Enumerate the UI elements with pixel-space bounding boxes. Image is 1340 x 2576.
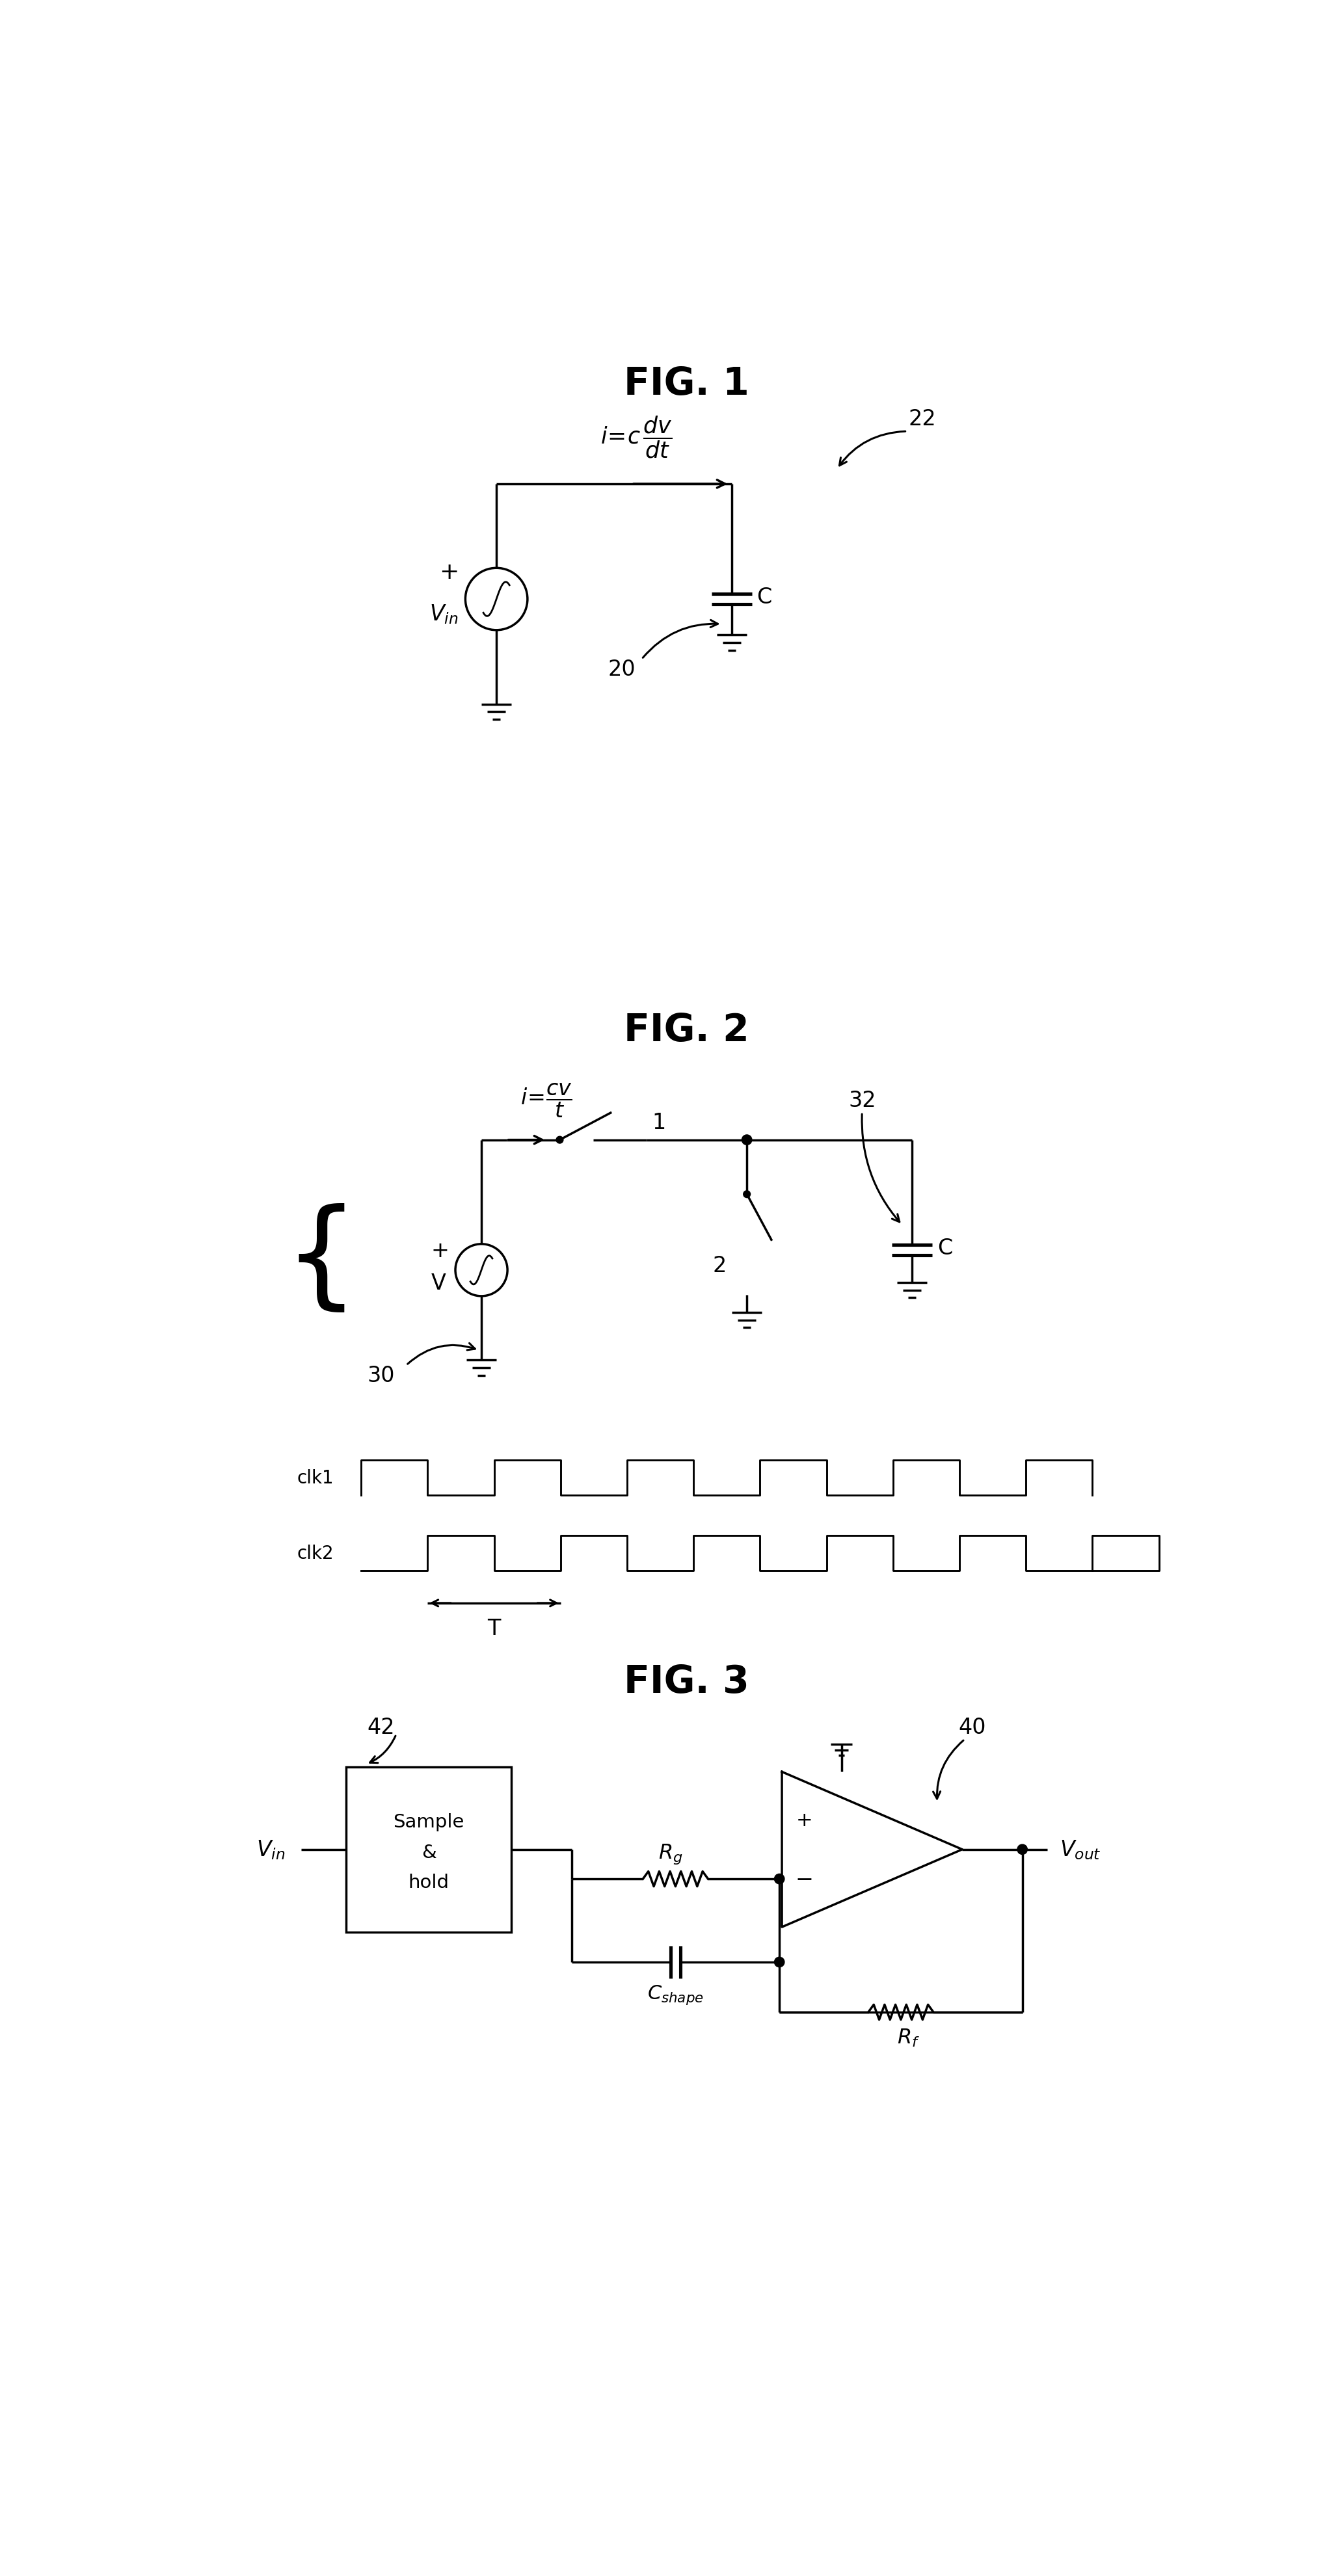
Text: +: + [431,1239,449,1262]
Bar [346,1767,512,1932]
Text: $i\!=\!c\,\dfrac{dv}{dt}$: $i\!=\!c\,\dfrac{dv}{dt}$ [600,415,673,459]
Text: Sample: Sample [393,1814,465,1832]
Text: $C_{shape}$: $C_{shape}$ [647,1984,704,2007]
Text: 20: 20 [608,659,635,680]
Text: +: + [796,1811,813,1829]
Text: FIG. 3: FIG. 3 [624,1664,749,1700]
Text: 40: 40 [958,1716,986,1739]
Text: +: + [440,562,458,582]
Text: $R_g$: $R_g$ [658,1842,682,1865]
Text: clk1: clk1 [296,1468,334,1486]
Text: $R_f$: $R_f$ [896,2027,919,2048]
Text: 30: 30 [367,1365,395,1386]
Text: C: C [937,1236,953,1260]
Text: {: { [284,1203,359,1316]
Circle shape [775,1875,784,1883]
Text: $V_{in}$: $V_{in}$ [256,1839,285,1860]
Text: 42: 42 [367,1716,395,1739]
Text: −: − [796,1868,813,1891]
Text: $i\!=\!\dfrac{cv}{t}$: $i\!=\!\dfrac{cv}{t}$ [520,1082,572,1118]
Text: 2: 2 [713,1255,726,1275]
Text: FIG. 2: FIG. 2 [624,1012,749,1048]
Text: V: V [431,1273,446,1293]
Circle shape [1017,1844,1028,1855]
Text: clk2: clk2 [296,1543,334,1561]
Circle shape [775,1958,784,1968]
Circle shape [742,1136,752,1146]
Text: T: T [488,1618,501,1638]
Text: &: & [421,1842,437,1862]
Text: 22: 22 [909,410,937,430]
Text: $V_{out}$: $V_{out}$ [1060,1839,1101,1860]
Text: C: C [757,587,772,608]
Circle shape [556,1136,563,1144]
Text: $V_{in}$: $V_{in}$ [429,603,458,626]
Circle shape [744,1190,750,1198]
Text: 1: 1 [653,1113,666,1133]
Text: hold: hold [409,1873,449,1891]
Text: 32: 32 [848,1090,876,1110]
Text: FIG. 1: FIG. 1 [624,366,749,402]
